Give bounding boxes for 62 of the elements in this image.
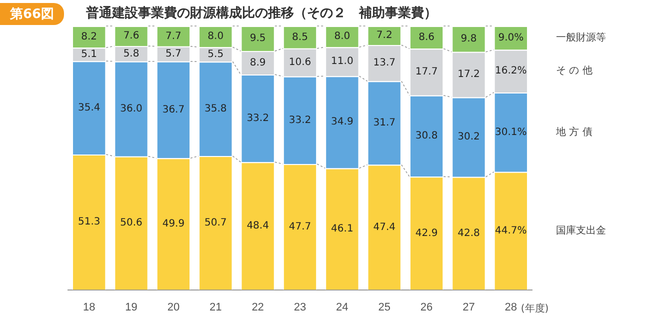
- data-label: 9.0%: [498, 32, 524, 44]
- chart-title: 普通建設事業費の財源構成比の推移（その２ 補助事業費）: [86, 4, 437, 22]
- data-label: 17.2: [458, 69, 480, 80]
- data-label: 8.6: [418, 32, 434, 43]
- data-label: 42.8: [458, 228, 480, 239]
- data-label: 7.7: [166, 30, 182, 42]
- x-tick-label: 26: [420, 301, 433, 314]
- text: そ の 他: [556, 64, 592, 77]
- text: 一般財源等: [556, 31, 606, 44]
- data-label: 47.7: [288, 221, 312, 232]
- data-label: 30.1%: [495, 126, 527, 138]
- x-axis-title: (年度): [520, 302, 549, 315]
- data-label: 51.3: [78, 216, 100, 228]
- data-label: 8.0: [334, 31, 350, 42]
- data-label: 8.2: [81, 31, 98, 42]
- data-label: 34.9: [331, 116, 354, 128]
- data-label: 42.9: [415, 228, 438, 239]
- data-label: 5.5: [208, 48, 224, 60]
- data-label: 5.1: [81, 48, 98, 60]
- data-label: 50.6: [120, 218, 142, 229]
- data-label: 46.1: [331, 224, 354, 235]
- data-label: 49.9: [162, 218, 185, 230]
- x-tick-label: 18: [82, 301, 96, 314]
- x-tick-label: 21: [210, 301, 222, 314]
- data-label: 33.2: [288, 114, 312, 126]
- x-tick-label: 28: [504, 301, 518, 314]
- data-label: 11.0: [331, 56, 354, 68]
- data-label: 17.7: [415, 66, 438, 78]
- data-label: 7.2: [376, 30, 392, 42]
- data-label: 9.5: [250, 33, 266, 44]
- data-label: 5.8: [123, 48, 140, 60]
- data-label: 10.6: [288, 57, 312, 68]
- data-label: 8.5: [292, 32, 308, 43]
- text: 国庫支出金: [556, 224, 606, 236]
- text: 地 方 債: [554, 126, 592, 138]
- data-label: 8.0: [208, 31, 224, 42]
- x-tick-label: 23: [294, 301, 306, 314]
- data-label: 48.4: [246, 220, 269, 232]
- data-label: 36.0: [120, 103, 142, 114]
- x-tick-label: 27: [462, 301, 475, 314]
- data-label: 30.2: [458, 132, 480, 143]
- data-label: 31.7: [373, 118, 396, 129]
- data-label: 7.6: [123, 30, 140, 42]
- data-label: 35.4: [78, 102, 100, 114]
- x-tick-label: 20: [167, 301, 180, 314]
- data-label: 9.8: [460, 34, 477, 45]
- x-tick-label: 25: [378, 301, 390, 314]
- x-tick-label: 24: [336, 301, 348, 314]
- data-label: 30.8: [415, 130, 438, 142]
- data-label: 35.8: [204, 103, 227, 114]
- data-label: 5.7: [166, 48, 182, 60]
- data-label: 13.7: [373, 58, 396, 69]
- data-label: 16.2%: [495, 66, 527, 77]
- data-label: 47.4: [373, 222, 396, 233]
- data-label: 33.2: [246, 112, 269, 124]
- x-tick-label: 19: [125, 301, 138, 314]
- data-label: 50.7: [204, 218, 227, 229]
- text: 第66図: [0, 3, 64, 25]
- data-label: 8.9: [250, 57, 266, 68]
- data-label: 36.7: [162, 104, 185, 116]
- x-tick-label: 22: [252, 301, 264, 314]
- data-label: 44.7%: [495, 225, 527, 236]
